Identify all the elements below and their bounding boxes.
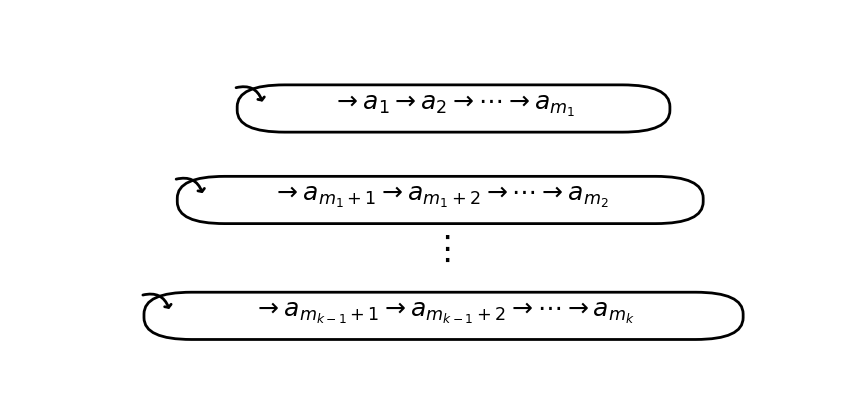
Text: $\rightarrow a_{m_1+1} \rightarrow a_{m_1+2} \rightarrow \cdots \rightarrow a_{m: $\rightarrow a_{m_1+1} \rightarrow a_{m_… <box>272 185 608 210</box>
Text: $\rightarrow a_{m_{k-1}+1} \rightarrow a_{m_{k-1}+2} \rightarrow \cdots \rightar: $\rightarrow a_{m_{k-1}+1} \rightarrow a… <box>253 301 635 326</box>
Text: $\vdots$: $\vdots$ <box>430 234 450 266</box>
Text: $\rightarrow a_1 \rightarrow a_2 \rightarrow \cdots \rightarrow a_{m_1}$: $\rightarrow a_1 \rightarrow a_2 \righta… <box>332 93 575 119</box>
